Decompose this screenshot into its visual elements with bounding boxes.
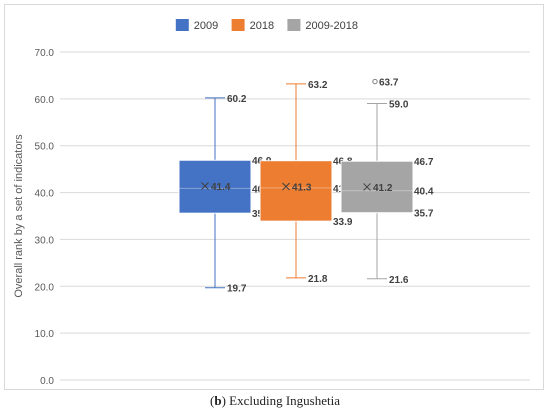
- y-tick-label: 30.0: [35, 235, 55, 246]
- data-label-min: 19.7: [227, 284, 247, 295]
- caption-label: b: [214, 393, 222, 408]
- y-tick-label: 20.0: [35, 282, 55, 293]
- box: [259, 160, 333, 222]
- data-label-q1: 33.9: [333, 217, 353, 228]
- caption-text: Excluding Ingushetia: [229, 393, 340, 408]
- data-label-max: 60.2: [227, 94, 247, 105]
- data-label-min: 21.6: [389, 275, 409, 286]
- y-axis-label: Overall rank by a set of indicators: [13, 134, 25, 298]
- figure-caption: (b) Excluding Ingushetia: [209, 393, 340, 408]
- data-label-max: 63.2: [308, 80, 328, 91]
- data-label-q1: 35.7: [414, 209, 434, 220]
- y-tick-label: 50.0: [35, 142, 55, 153]
- data-label-outlier: 63.7: [379, 78, 399, 89]
- box: [178, 159, 252, 214]
- data-label-q3: 46.7: [414, 157, 434, 168]
- data-label-mean: 41.2: [373, 183, 393, 194]
- data-label-median: 40.4: [414, 187, 434, 198]
- legend-swatch: [231, 19, 245, 31]
- legend-label: 2018: [250, 20, 274, 32]
- legend-swatch: [287, 19, 301, 31]
- y-tick-label: 60.0: [35, 95, 55, 106]
- y-tick-label: 10.0: [35, 329, 55, 340]
- legend-swatch: [175, 19, 189, 31]
- y-tick-label: 70.0: [35, 48, 55, 59]
- y-tick-label: 0.0: [40, 376, 54, 387]
- box: [340, 160, 414, 214]
- data-label-min: 21.8: [308, 274, 328, 285]
- box-plot-chart: 0.0 10.0 20.0 30.0 40.0 50.0 60.0 70.0 Overall r…: [13, 19, 530, 387]
- data-label-max: 59.0: [389, 100, 409, 111]
- y-tick-label: 40.0: [35, 189, 55, 200]
- data-label-mean: 41.3: [292, 182, 312, 193]
- data-label-mean: 41.4: [211, 182, 231, 193]
- mean-marker: [363, 183, 371, 191]
- legend-label: 2009: [194, 20, 218, 32]
- outlier-point: [372, 78, 378, 85]
- mean-marker: [282, 182, 290, 191]
- mean-marker: [201, 182, 209, 190]
- legend-label: 2009-2018: [305, 20, 358, 32]
